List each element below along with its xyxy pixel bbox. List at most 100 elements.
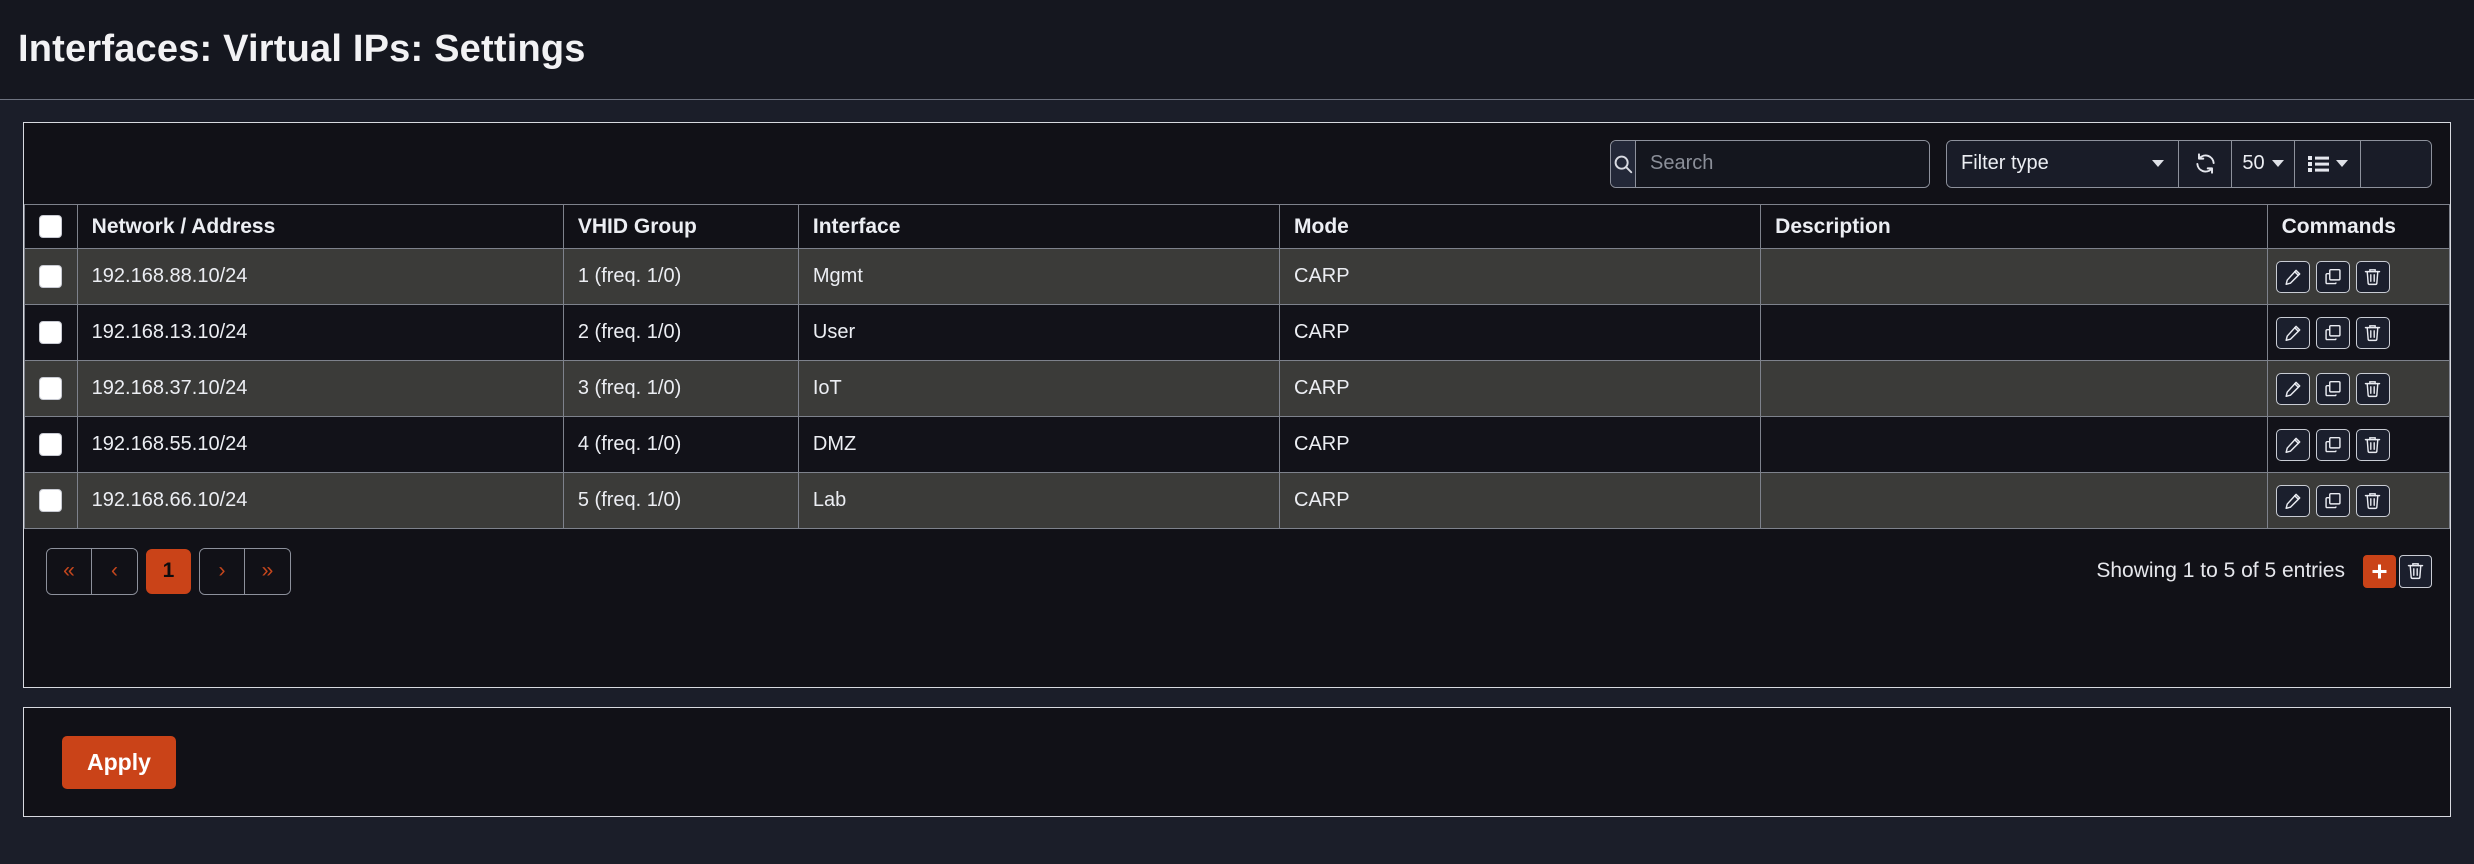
footer-actions (2363, 554, 2432, 588)
row-select-cell (24, 360, 78, 417)
cell-description (1760, 248, 2268, 305)
column-header-vhid-group[interactable]: VHID Group (562, 204, 799, 249)
edit-icon (2284, 380, 2302, 398)
table-row[interactable]: 192.168.13.10/24 2 (freq. 1/0) User CARP (24, 304, 2451, 361)
page-size-label: 50 (2242, 152, 2265, 174)
toolbar-extra-button[interactable] (2361, 140, 2431, 187)
cell-network: 192.168.66.10/24 (76, 472, 564, 529)
search-icon[interactable] (1611, 140, 1636, 187)
row-select-cell (24, 304, 78, 361)
table-header-row: Network / Address VHID Group Interface M… (24, 204, 2451, 249)
column-header-description[interactable]: Description (1760, 204, 2268, 249)
delete-row-button[interactable] (2355, 484, 2390, 517)
page-title: Interfaces: Virtual IPs: Settings (18, 28, 586, 70)
row-command-buttons (2275, 260, 2441, 293)
virtual-ips-table: Network / Address VHID Group Interface M… (24, 204, 2451, 529)
cell-vhid-group: 3 (freq. 1/0) (562, 360, 799, 417)
cell-commands (2266, 472, 2451, 529)
delete-selected-button[interactable] (2399, 554, 2432, 588)
row-checkbox[interactable] (39, 321, 62, 345)
filter-type-label: Filter type (1961, 152, 2049, 174)
table-row[interactable]: 192.168.88.10/24 1 (freq. 1/0) Mgmt CARP (24, 248, 2451, 305)
pagination-last-button[interactable]: » (245, 548, 290, 594)
row-checkbox[interactable] (39, 489, 62, 513)
clone-icon (2324, 380, 2342, 398)
column-header-commands: Commands (2266, 204, 2451, 249)
delete-icon (2407, 562, 2424, 580)
table-row[interactable]: 192.168.55.10/24 4 (freq. 1/0) DMZ CARP (24, 416, 2451, 473)
cell-description (1760, 416, 2268, 473)
table-row[interactable]: 192.168.37.10/24 3 (freq. 1/0) IoT CARP (24, 360, 2451, 417)
edit-row-button[interactable] (2275, 428, 2310, 461)
delete-icon (2364, 436, 2381, 454)
pagination-next-group: › » (199, 547, 291, 595)
footer-right: Showing 1 to 5 of 5 entries (2096, 554, 2432, 588)
toolbar-button-group: Filter type 50 (1946, 139, 2432, 188)
cell-mode: CARP (1279, 416, 1762, 473)
apply-panel: Apply (23, 707, 2451, 817)
cell-mode: CARP (1279, 304, 1762, 361)
table-footer: « ‹ 1 › » Showing 1 to 5 of 5 entries (24, 529, 2450, 613)
pagination-previous-button[interactable]: ‹ (92, 548, 137, 594)
edit-row-button[interactable] (2275, 372, 2310, 405)
column-selector-dropdown[interactable] (2295, 140, 2361, 187)
select-all-header (24, 204, 78, 249)
chevron-down-icon (2152, 160, 2164, 167)
clone-icon (2324, 436, 2342, 454)
delete-icon (2364, 492, 2381, 510)
cell-mode: CARP (1279, 360, 1762, 417)
clone-row-button[interactable] (2315, 372, 2350, 405)
page-header: Interfaces: Virtual IPs: Settings (0, 0, 2474, 100)
filter-type-dropdown[interactable]: Filter type (1947, 140, 2179, 187)
edit-row-button[interactable] (2275, 316, 2310, 349)
cell-description (1760, 360, 2268, 417)
cell-vhid-group: 2 (freq. 1/0) (562, 304, 799, 361)
cell-network: 192.168.88.10/24 (76, 248, 564, 305)
apply-button[interactable]: Apply (62, 735, 176, 789)
delete-icon (2364, 268, 2381, 286)
column-header-mode[interactable]: Mode (1279, 204, 1762, 249)
column-header-interface[interactable]: Interface (797, 204, 1281, 249)
cell-interface: Lab (797, 472, 1281, 529)
cell-commands (2266, 360, 2451, 417)
cell-commands (2266, 248, 2451, 305)
edit-row-button[interactable] (2275, 260, 2310, 293)
row-checkbox[interactable] (39, 265, 62, 289)
pagination-first-button[interactable]: « (47, 548, 92, 594)
clone-row-button[interactable] (2315, 316, 2350, 349)
add-virtual-ip-button[interactable] (2363, 554, 2396, 588)
row-command-buttons (2275, 316, 2441, 349)
column-header-network[interactable]: Network / Address (76, 204, 564, 249)
table-body: 192.168.88.10/24 1 (freq. 1/0) Mgmt CARP 192… (24, 248, 2451, 529)
row-command-buttons (2275, 428, 2441, 461)
row-command-buttons (2275, 484, 2441, 517)
row-checkbox[interactable] (39, 377, 62, 401)
cell-interface: User (797, 304, 1281, 361)
list-icon (2307, 155, 2330, 173)
clone-row-button[interactable] (2315, 484, 2350, 517)
edit-row-button[interactable] (2275, 484, 2310, 517)
pagination-page-1-button[interactable]: 1 (146, 548, 191, 594)
table-toolbar: Filter type 50 (24, 123, 2450, 204)
delete-row-button[interactable] (2355, 428, 2390, 461)
cell-vhid-group: 4 (freq. 1/0) (562, 416, 799, 473)
clone-row-button[interactable] (2315, 260, 2350, 293)
cell-commands (2266, 416, 2451, 473)
cell-mode: CARP (1279, 248, 1762, 305)
refresh-button[interactable] (2179, 140, 2232, 187)
delete-row-button[interactable] (2355, 260, 2390, 293)
row-select-cell (24, 416, 78, 473)
clone-icon (2324, 324, 2342, 342)
row-checkbox[interactable] (39, 433, 62, 457)
pagination-next-button[interactable]: › (200, 548, 245, 594)
table-row[interactable]: 192.168.66.10/24 5 (freq. 1/0) Lab CARP (24, 472, 2451, 529)
delete-row-button[interactable] (2355, 372, 2390, 405)
select-all-checkbox[interactable] (39, 215, 62, 239)
clone-row-button[interactable] (2315, 428, 2350, 461)
search-input[interactable] (1636, 140, 1929, 187)
delete-row-button[interactable] (2355, 316, 2390, 349)
page-size-dropdown[interactable]: 50 (2232, 140, 2295, 187)
clone-icon (2324, 492, 2342, 510)
edit-icon (2284, 492, 2302, 510)
cell-interface: Mgmt (797, 248, 1281, 305)
